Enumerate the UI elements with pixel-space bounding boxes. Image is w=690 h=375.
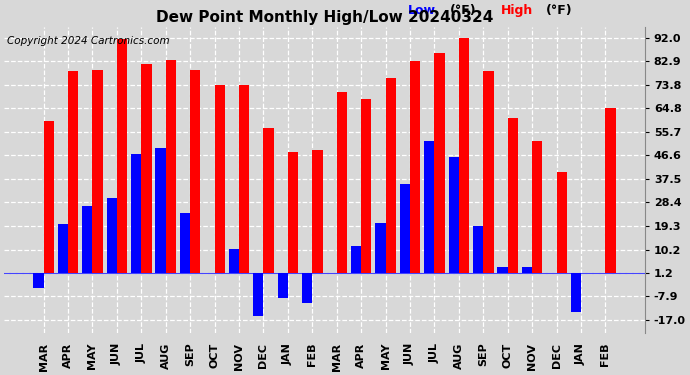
Bar xyxy=(302,273,313,303)
Bar xyxy=(166,60,176,273)
Bar xyxy=(253,273,264,316)
Bar xyxy=(459,38,469,273)
Bar xyxy=(277,273,288,298)
Bar xyxy=(522,267,532,273)
Bar xyxy=(228,249,239,273)
Bar xyxy=(131,154,141,273)
Bar xyxy=(386,78,396,273)
Text: (°F): (°F) xyxy=(546,4,572,16)
Bar xyxy=(190,70,200,273)
Bar xyxy=(424,141,435,273)
Bar xyxy=(410,61,420,273)
Text: Copyright 2024 Cartronics.com: Copyright 2024 Cartronics.com xyxy=(8,36,170,46)
Bar xyxy=(448,157,459,273)
Bar xyxy=(92,70,103,273)
Bar xyxy=(239,85,249,273)
Bar xyxy=(288,152,298,273)
Bar xyxy=(264,128,274,273)
Bar xyxy=(435,53,444,273)
Bar xyxy=(180,213,190,273)
Bar xyxy=(351,246,361,273)
Bar xyxy=(571,273,581,312)
Bar xyxy=(557,172,566,273)
Bar xyxy=(532,141,542,273)
Bar xyxy=(337,92,347,273)
Bar xyxy=(43,120,54,273)
Bar xyxy=(400,184,410,273)
Bar xyxy=(375,223,386,273)
Bar xyxy=(313,150,322,273)
Bar xyxy=(473,226,483,273)
Bar xyxy=(605,108,615,273)
Title: Dew Point Monthly High/Low 20240324: Dew Point Monthly High/Low 20240324 xyxy=(156,10,493,25)
Bar xyxy=(58,224,68,273)
Bar xyxy=(483,71,493,273)
Bar xyxy=(82,206,92,273)
Bar xyxy=(215,85,225,273)
Text: High: High xyxy=(501,4,533,16)
Text: (°F): (°F) xyxy=(449,4,476,16)
Bar xyxy=(155,148,166,273)
Bar xyxy=(361,99,371,273)
Bar xyxy=(68,71,78,273)
Bar xyxy=(508,118,518,273)
Bar xyxy=(106,198,117,273)
Bar xyxy=(141,63,152,273)
Bar xyxy=(497,267,508,273)
Bar xyxy=(33,273,43,288)
Text: Low: Low xyxy=(408,4,436,16)
Bar xyxy=(117,39,127,273)
